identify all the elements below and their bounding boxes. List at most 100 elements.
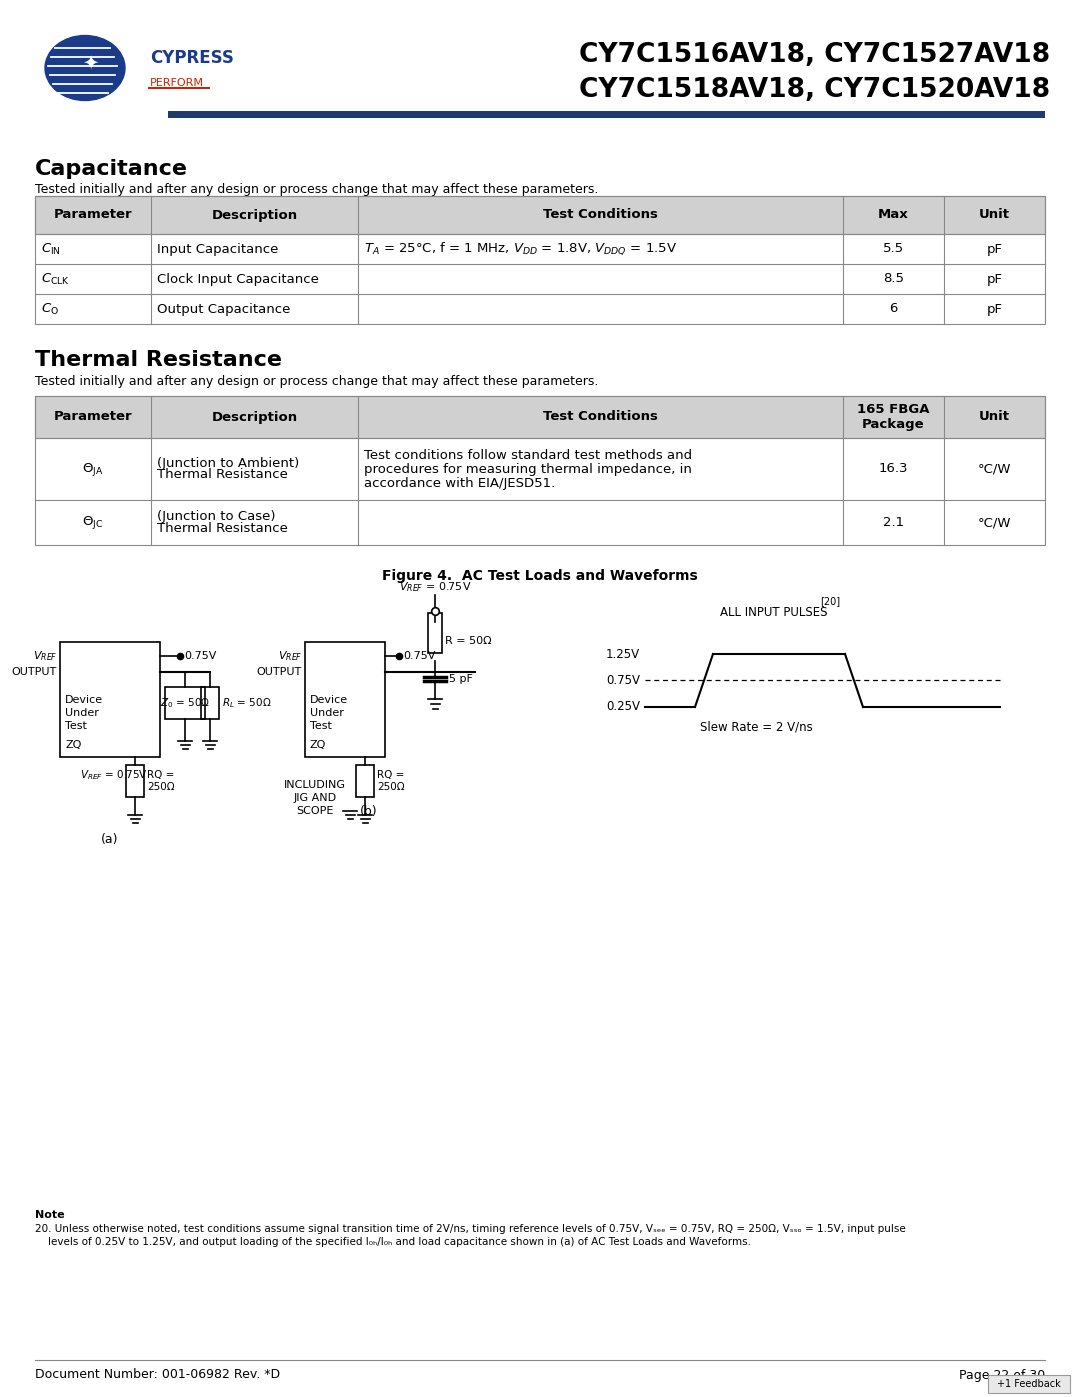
Text: pF: pF — [986, 243, 1002, 256]
Text: °C/W: °C/W — [977, 515, 1011, 529]
Text: $V_{REF}$: $V_{REF}$ — [32, 650, 57, 664]
Text: $V_{REF}$ = 0.75V: $V_{REF}$ = 0.75V — [80, 768, 148, 782]
Text: OUTPUT: OUTPUT — [257, 666, 302, 678]
Text: Description: Description — [212, 208, 298, 222]
Text: $R_L$ = 50Ω: $R_L$ = 50Ω — [222, 696, 271, 710]
Bar — [35, 196, 1045, 235]
Text: 0.75V: 0.75V — [184, 651, 216, 661]
Bar — [60, 643, 160, 757]
Text: Max: Max — [878, 208, 909, 222]
Bar — [201, 687, 219, 719]
Text: Input Capacitance: Input Capacitance — [158, 243, 279, 256]
Bar — [356, 766, 374, 798]
Text: +1 Feedback: +1 Feedback — [997, 1379, 1061, 1389]
Text: accordance with EIA/JESD51.: accordance with EIA/JESD51. — [364, 476, 555, 490]
Bar — [35, 395, 1045, 439]
Text: Device: Device — [65, 694, 103, 705]
Text: $Z_0$ = 50Ω: $Z_0$ = 50Ω — [160, 696, 211, 710]
Text: 1.25V: 1.25V — [606, 647, 640, 661]
Text: JIG AND: JIG AND — [294, 793, 337, 803]
Text: RQ =
250Ω: RQ = 250Ω — [377, 770, 405, 792]
Bar — [428, 613, 442, 652]
Text: ZQ: ZQ — [310, 740, 326, 750]
Bar — [165, 687, 205, 719]
Text: 5 pF: 5 pF — [449, 673, 473, 685]
Text: 5.5: 5.5 — [883, 243, 904, 256]
Text: Description: Description — [212, 411, 298, 423]
Text: $C_{\mathrm{O}}$: $C_{\mathrm{O}}$ — [41, 302, 59, 317]
Text: Thermal Resistance: Thermal Resistance — [158, 522, 288, 535]
Text: Parameter: Parameter — [54, 411, 133, 423]
Text: Test conditions follow standard test methods and: Test conditions follow standard test met… — [364, 448, 692, 462]
Text: Unit: Unit — [978, 208, 1010, 222]
Text: Test: Test — [65, 721, 86, 731]
Text: $\Theta_{\mathrm{JA}}$: $\Theta_{\mathrm{JA}}$ — [82, 461, 104, 478]
Text: 0.75V: 0.75V — [606, 673, 640, 686]
Text: OUTPUT: OUTPUT — [12, 666, 57, 678]
Text: $V_{REF}$: $V_{REF}$ — [278, 650, 302, 664]
Text: ZQ: ZQ — [65, 740, 81, 750]
Text: Test Conditions: Test Conditions — [543, 411, 658, 423]
Text: Figure 4.  AC Test Loads and Waveforms: Figure 4. AC Test Loads and Waveforms — [382, 569, 698, 583]
Text: $V_{REF}$ = 0.75V: $V_{REF}$ = 0.75V — [399, 580, 471, 594]
Text: (Junction to Ambient): (Junction to Ambient) — [158, 457, 299, 469]
Bar — [148, 87, 210, 89]
Text: (b): (b) — [360, 805, 378, 817]
Text: levels of 0.25V to 1.25V, and output loading of the specified I₀ₕ/I₀ₕ and load c: levels of 0.25V to 1.25V, and output loa… — [35, 1236, 751, 1248]
Text: procedures for measuring thermal impedance, in: procedures for measuring thermal impedan… — [364, 462, 692, 476]
Text: Slew Rate = 2 V/ns: Slew Rate = 2 V/ns — [700, 721, 813, 733]
Text: PERFORM: PERFORM — [150, 78, 204, 88]
Text: 16.3: 16.3 — [879, 462, 908, 475]
Text: 2.1: 2.1 — [883, 515, 904, 529]
Text: Parameter: Parameter — [54, 208, 133, 222]
Text: [20]: [20] — [820, 597, 840, 606]
Bar — [35, 395, 1045, 545]
Text: pF: pF — [986, 303, 1002, 316]
Text: CY7C1516AV18, CY7C1527AV18: CY7C1516AV18, CY7C1527AV18 — [579, 42, 1050, 68]
Text: Page 22 of 30: Page 22 of 30 — [959, 1369, 1045, 1382]
Text: Clock Input Capacitance: Clock Input Capacitance — [158, 272, 319, 285]
Text: Under: Under — [65, 708, 99, 718]
Bar — [988, 1375, 1070, 1393]
Text: RQ =
250Ω: RQ = 250Ω — [147, 770, 175, 792]
Text: 8.5: 8.5 — [883, 272, 904, 285]
Text: $C_{\mathrm{IN}}$: $C_{\mathrm{IN}}$ — [41, 242, 60, 257]
Text: CYPRESS: CYPRESS — [150, 49, 234, 67]
Text: INCLUDING: INCLUDING — [284, 780, 346, 789]
Text: R = 50Ω: R = 50Ω — [445, 637, 491, 647]
Bar — [35, 196, 1045, 324]
Text: Test: Test — [310, 721, 332, 731]
Text: Capacitance: Capacitance — [35, 159, 188, 179]
Text: ALL INPUT PULSES: ALL INPUT PULSES — [720, 605, 827, 619]
Ellipse shape — [45, 35, 125, 101]
Text: CY7C1518AV18, CY7C1520AV18: CY7C1518AV18, CY7C1520AV18 — [579, 77, 1050, 103]
Text: °C/W: °C/W — [977, 462, 1011, 475]
Text: Under: Under — [310, 708, 343, 718]
Text: Device: Device — [310, 694, 348, 705]
Text: $T_A$ = 25°C, f = 1 MHz, $V_{DD}$ = 1.8V, $V_{DDQ}$ = 1.5V: $T_A$ = 25°C, f = 1 MHz, $V_{DD}$ = 1.8V… — [364, 240, 677, 257]
Text: Tested initially and after any design or process change that may affect these pa: Tested initially and after any design or… — [35, 374, 598, 387]
Text: SCOPE: SCOPE — [296, 806, 334, 816]
Text: 0.75V: 0.75V — [403, 651, 435, 661]
Text: Unit: Unit — [978, 411, 1010, 423]
Text: Test Conditions: Test Conditions — [543, 208, 658, 222]
Bar — [305, 643, 384, 757]
Text: Tested initially and after any design or process change that may affect these pa: Tested initially and after any design or… — [35, 183, 598, 197]
Text: $C_{\mathrm{CLK}}$: $C_{\mathrm{CLK}}$ — [41, 271, 70, 286]
Text: (Junction to Case): (Junction to Case) — [158, 510, 275, 522]
Text: pF: pF — [986, 272, 1002, 285]
Text: $\Theta_{\mathrm{JC}}$: $\Theta_{\mathrm{JC}}$ — [82, 514, 104, 531]
Bar — [168, 110, 1045, 117]
Text: Note: Note — [35, 1210, 65, 1220]
Text: 6: 6 — [889, 303, 897, 316]
Text: ✦: ✦ — [82, 53, 98, 73]
Text: (a): (a) — [102, 834, 119, 847]
Text: 0.25V: 0.25V — [606, 700, 640, 714]
Bar — [126, 766, 144, 798]
Text: Document Number: 001-06982 Rev. *D: Document Number: 001-06982 Rev. *D — [35, 1369, 280, 1382]
Text: Output Capacitance: Output Capacitance — [158, 303, 291, 316]
Text: Thermal Resistance: Thermal Resistance — [158, 468, 288, 482]
Text: Thermal Resistance: Thermal Resistance — [35, 351, 282, 370]
Text: 165 FBGA
Package: 165 FBGA Package — [858, 402, 930, 432]
Text: 20. Unless otherwise noted, test conditions assume signal transition time of 2V/: 20. Unless otherwise noted, test conditi… — [35, 1224, 906, 1234]
